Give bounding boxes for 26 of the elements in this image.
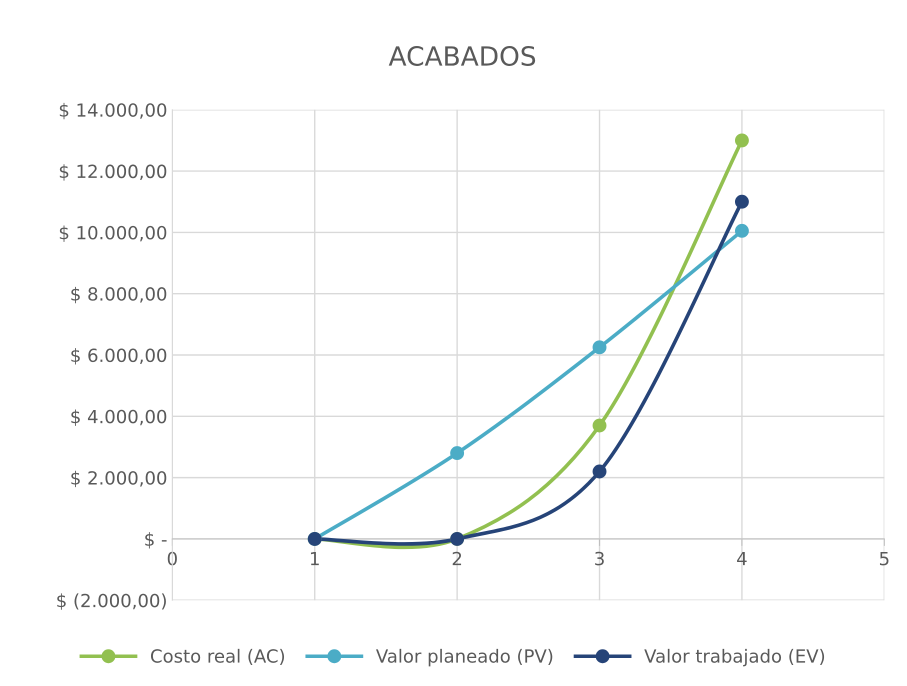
point — [734, 224, 749, 238]
legend-label: Valor trabajado (EV) — [644, 648, 824, 666]
x-tick-label: 5 — [880, 552, 888, 566]
point — [734, 133, 749, 148]
point — [592, 340, 606, 354]
y-tick-label: $ 6.000,00 — [71, 348, 166, 365]
x-tick-label: 1 — [310, 552, 319, 566]
point — [592, 464, 606, 478]
y-tick-label: $ 8.000,00 — [71, 286, 166, 304]
legend-label: Valor planeado (PV) — [376, 648, 552, 666]
x-tick-label: 4 — [737, 552, 747, 566]
y-tick-label: $ - — [145, 532, 167, 548]
point — [734, 194, 749, 209]
x-tick-label: 2 — [452, 552, 462, 566]
chart-title: ACABADOS — [388, 46, 536, 66]
y-tick-label: $ (2.000,00) — [57, 593, 166, 610]
y-tick-label: $ 2.000,00 — [71, 470, 166, 488]
legend-label: Costo real (AC) — [150, 648, 284, 665]
x-tick-label: 0 — [168, 552, 177, 566]
y-tick-label: $ 14.000,00 — [60, 102, 166, 120]
point — [592, 418, 606, 432]
y-tick-label: $ 4.000,00 — [71, 409, 166, 426]
y-tick-label: $ 12.000,00 — [60, 164, 166, 181]
x-tick-label: 3 — [595, 552, 604, 566]
y-tick-label: $ 10.000,00 — [60, 226, 166, 242]
point — [450, 446, 464, 460]
